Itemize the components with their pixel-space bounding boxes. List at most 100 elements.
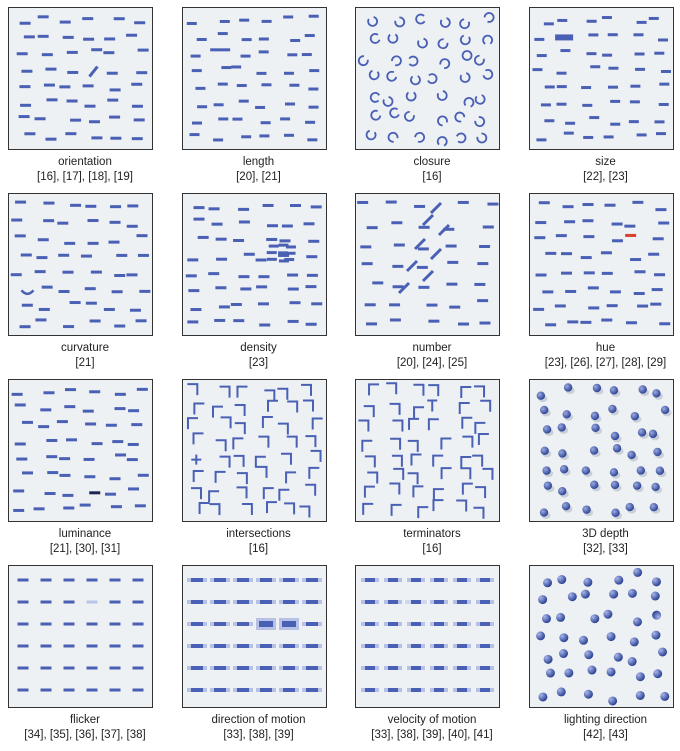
target-moving-dash	[281, 621, 296, 627]
dash-mark	[21, 420, 33, 424]
dash-mark	[23, 35, 35, 39]
open-arc	[369, 92, 381, 103]
corner-shape	[276, 387, 288, 400]
sphere	[589, 480, 598, 489]
open-arc	[459, 34, 471, 46]
dash-mark	[189, 308, 201, 312]
panel-refs-terminators: [16]	[422, 543, 442, 555]
corner-shape	[475, 486, 487, 499]
dash-mark	[366, 226, 378, 230]
dash-mark	[45, 137, 57, 141]
panel-label-size: size	[595, 156, 616, 168]
target-sphere	[651, 610, 661, 620]
dash-mark	[538, 201, 550, 205]
open-arc	[370, 109, 382, 121]
dash-mark	[19, 21, 31, 25]
moving-dash	[213, 644, 226, 648]
dash-mark	[543, 22, 554, 26]
dash-mark	[137, 48, 149, 52]
dash-mark	[556, 85, 567, 89]
sphere	[637, 428, 646, 437]
open-arc	[391, 55, 402, 67]
panel-flicker	[8, 565, 153, 708]
corner-shape	[254, 455, 266, 468]
dash-mark	[17, 578, 29, 582]
dash-mark	[307, 87, 318, 91]
dash-mark	[83, 457, 95, 461]
panel-hue	[528, 193, 674, 336]
dense-cluster-dash	[268, 244, 279, 248]
corner-shape	[472, 454, 484, 467]
sphere	[541, 466, 551, 475]
sphere	[583, 689, 593, 699]
open-arc	[382, 96, 394, 107]
corner-shape	[432, 499, 444, 512]
open-arc	[404, 110, 415, 122]
dash-mark	[611, 222, 623, 226]
corner-shape	[286, 435, 298, 448]
dash-mark	[85, 204, 97, 208]
corner-shape	[482, 467, 494, 480]
dash-mark	[109, 578, 121, 582]
sphere	[557, 449, 567, 458]
panel-label-lighting-direction: lighting direction	[563, 714, 648, 726]
dash-mark	[69, 301, 81, 305]
panel-refs-orientation: [16], [17], [18], [19]	[37, 171, 133, 183]
corner-shape	[473, 506, 485, 519]
moving-dash	[388, 622, 398, 626]
dash-mark	[606, 304, 618, 308]
dash-mark	[304, 285, 316, 289]
dash-mark	[36, 256, 48, 260]
corner-shape	[460, 386, 472, 399]
moving-dash	[434, 666, 444, 670]
sphere	[655, 466, 664, 475]
dash-mark	[428, 319, 440, 323]
sphere	[589, 446, 598, 455]
dash-mark	[134, 21, 146, 25]
moving-dash	[365, 600, 375, 604]
sphere	[613, 575, 623, 585]
corner-shape	[363, 485, 375, 498]
dash-mark	[237, 275, 249, 279]
corner-shape	[361, 439, 373, 452]
dash-mark	[46, 98, 58, 102]
dash-mark	[258, 323, 270, 327]
panel-graphic-lighting-direction	[535, 567, 669, 706]
dash-mark	[301, 53, 312, 57]
corner-shape	[286, 400, 298, 413]
dash-mark	[109, 220, 121, 224]
dash-mark	[193, 217, 205, 221]
dash-mark	[587, 286, 599, 290]
dash-mark	[582, 135, 593, 139]
moving-dash	[282, 600, 295, 604]
dash-mark	[128, 487, 140, 491]
sphere	[635, 690, 645, 700]
dash-mark	[306, 273, 318, 277]
dash-mark	[13, 489, 25, 493]
dash-mark	[607, 66, 618, 70]
dash-mark	[372, 281, 384, 285]
dash-mark	[585, 52, 596, 56]
dash-mark	[127, 204, 139, 208]
target-dark-dash	[89, 491, 101, 495]
dash-mark	[308, 69, 319, 73]
dash-mark	[63, 688, 75, 692]
open-arc	[408, 55, 419, 67]
sphere	[638, 385, 647, 394]
dash-mark	[240, 135, 251, 139]
sphere	[625, 502, 634, 512]
dash-mark	[281, 224, 293, 228]
dash-mark	[230, 303, 242, 307]
dense-cluster-dash	[283, 258, 294, 262]
corner-shape	[367, 471, 379, 484]
dash-mark	[197, 235, 209, 239]
dash-mark	[40, 688, 52, 692]
dash-mark	[391, 221, 403, 225]
dash-mark	[41, 53, 53, 57]
moving-dash	[236, 666, 249, 670]
corner-shape	[234, 422, 246, 435]
panel-number	[355, 193, 500, 336]
dash-mark	[40, 644, 52, 648]
dash-mark	[306, 138, 317, 142]
dash-mark	[109, 666, 121, 670]
